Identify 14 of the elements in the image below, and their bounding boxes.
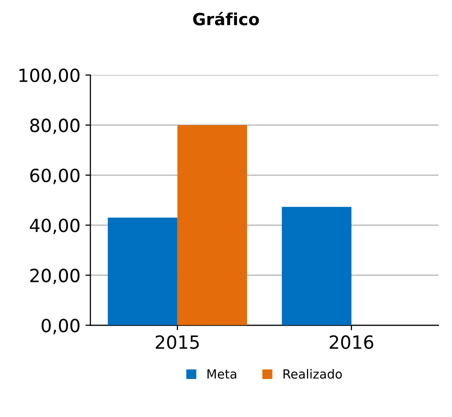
- legend-label: Meta: [208, 369, 236, 379]
- y-tick-label: 60,00: [30, 168, 80, 184]
- x-tick-label: 2015: [156, 335, 199, 349]
- bar: [177, 125, 248, 326]
- x-tick-label: 2016: [330, 335, 374, 349]
- y-tick-label: 40,00: [30, 218, 80, 234]
- legend-label: Realizado: [284, 369, 342, 379]
- bar: [108, 218, 178, 326]
- bar: [282, 206, 352, 326]
- y-tick-label: 80,00: [30, 118, 80, 134]
- y-tick-label: 0,00: [42, 318, 80, 334]
- y-tick-label: 100,00: [19, 68, 80, 84]
- y-tick-label: 20,00: [30, 268, 80, 284]
- chart-title: Gráfico: [193, 12, 260, 26]
